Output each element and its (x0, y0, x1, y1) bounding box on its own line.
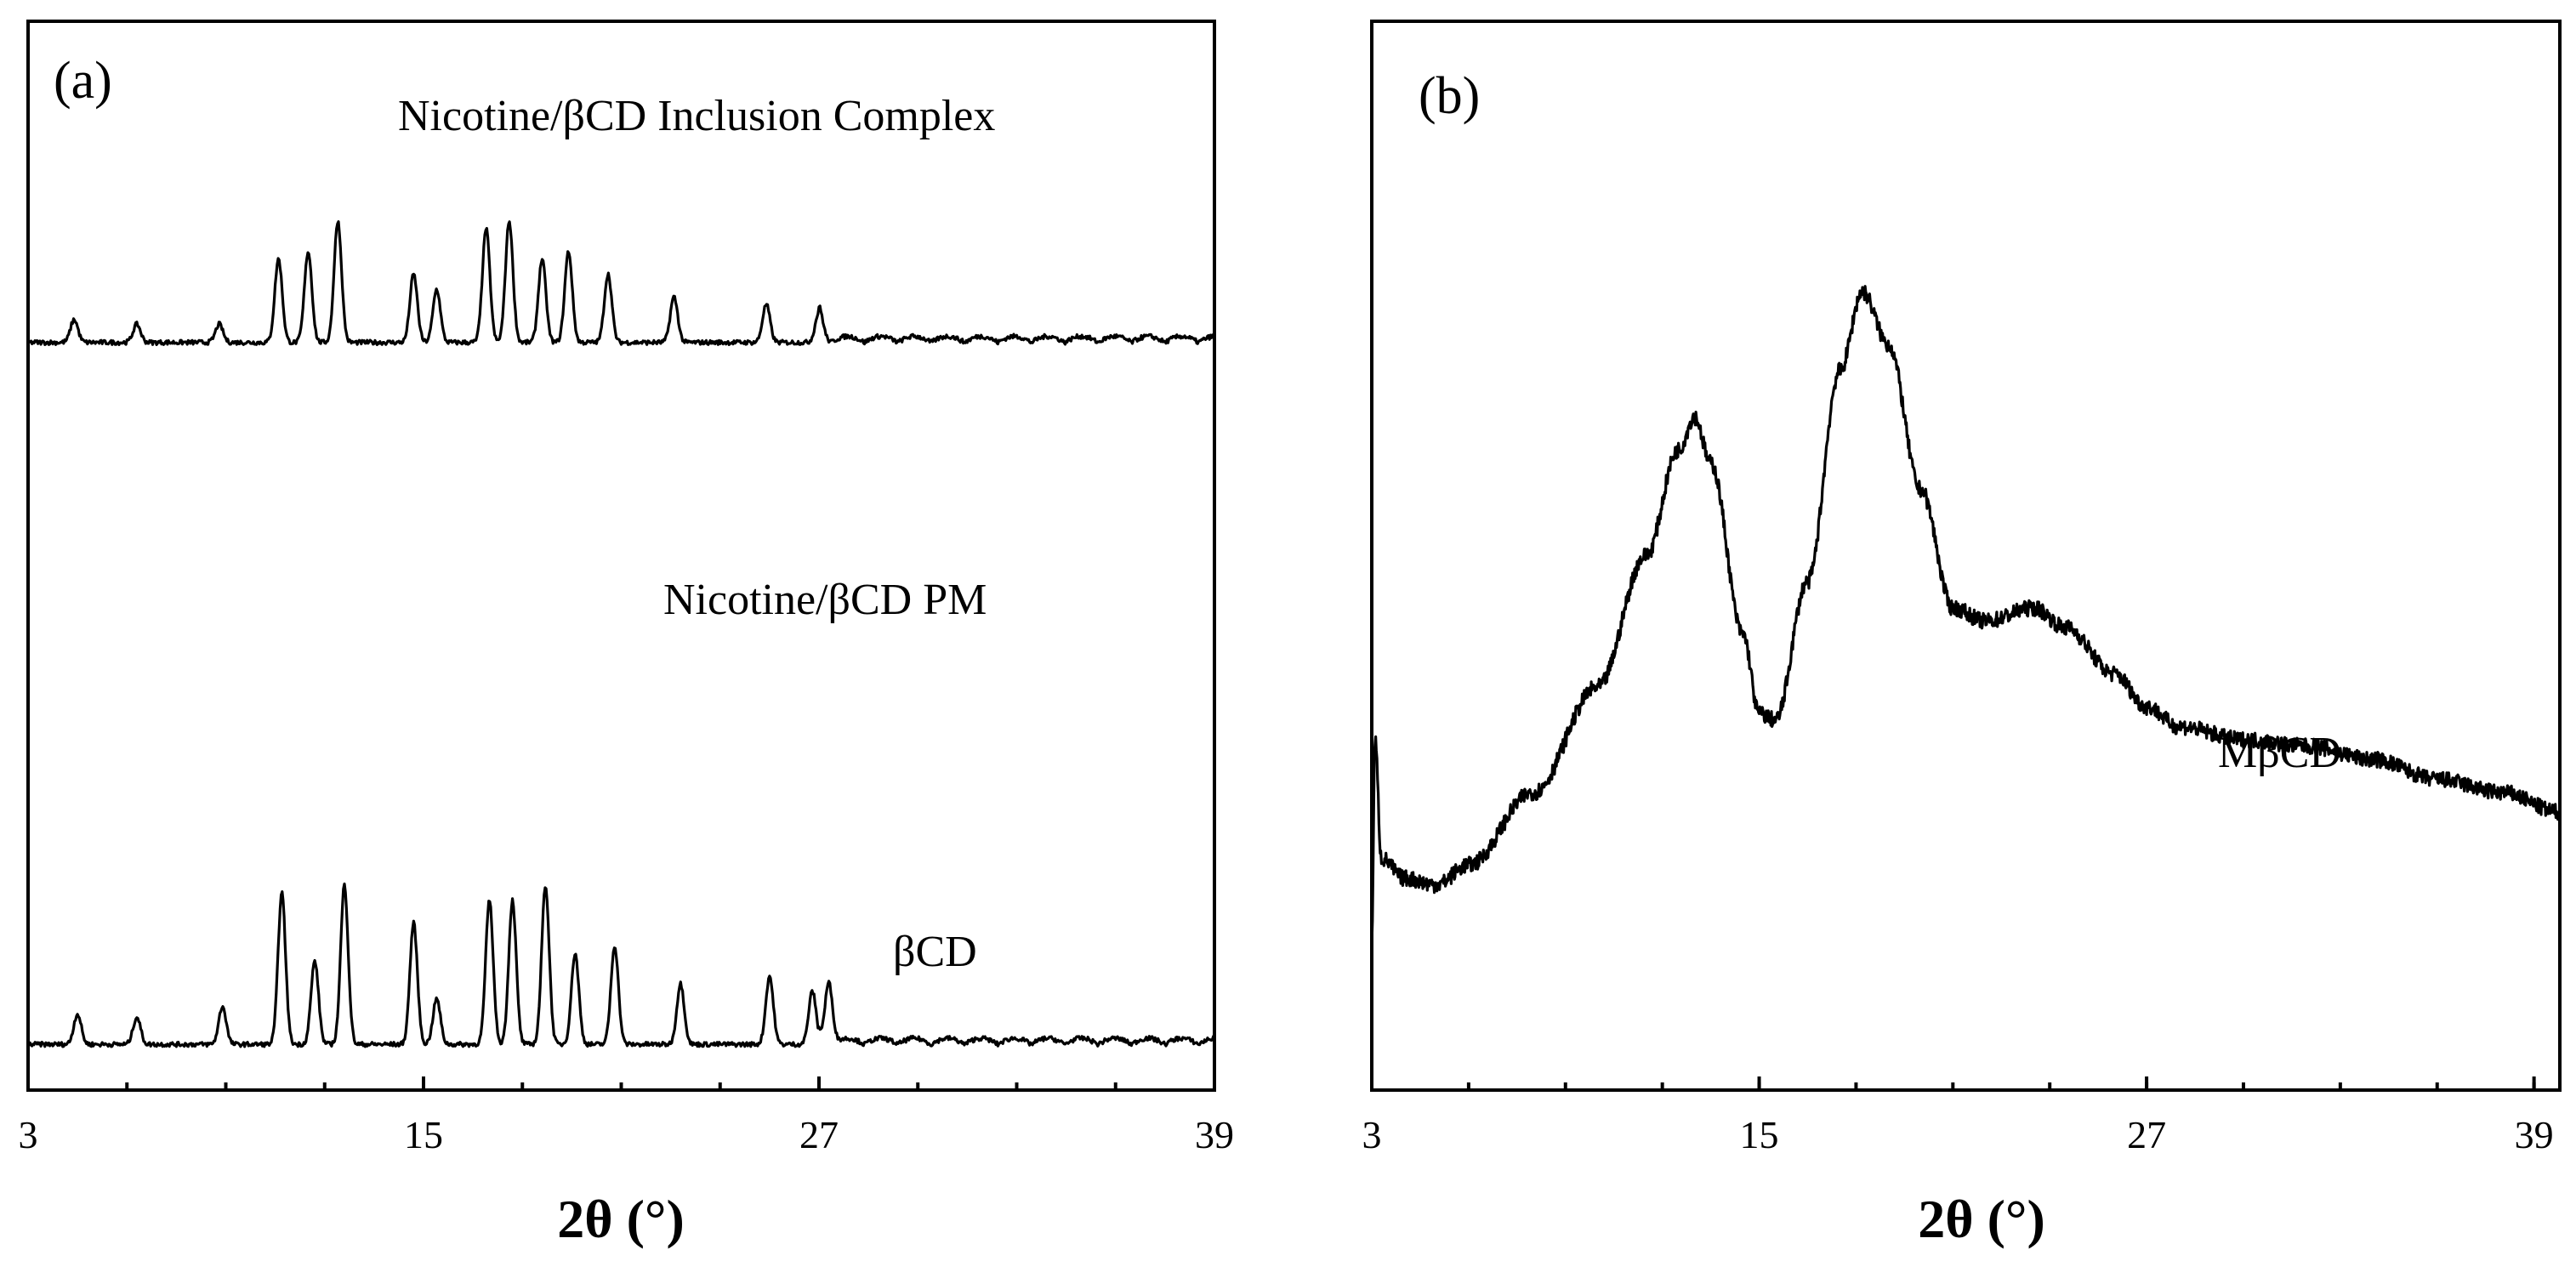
panel-a-traces (26, 220, 1216, 1048)
trace-pm (26, 220, 1216, 346)
panel-a-xlabel: 2θ (°) (557, 1189, 685, 1249)
series-label-pm: Nicotine/βCD PM (663, 576, 987, 624)
panel-b: (b) MβCD 3 15 27 39 2θ (°) (1362, 20, 2562, 1249)
panel-a-xtick-label-39: 39 (1195, 1113, 1234, 1156)
panel-b-ticks: 3 15 27 39 (1362, 1076, 2554, 1156)
panel-a-label: (a) (54, 52, 112, 110)
panel-b-xtick-label-15: 15 (1740, 1113, 1779, 1156)
panel-b-frame (1370, 20, 2562, 1092)
panel-b-xlabel: 2θ (°) (1918, 1189, 2045, 1249)
panel-a-ticks: 3 15 27 39 (19, 1076, 1234, 1156)
series-label-bcd: βCD (893, 928, 977, 976)
panel-a-xtick-label-15: 15 (404, 1113, 443, 1156)
panel-b-traces (1370, 285, 2562, 945)
panel-a-xtick-label-3: 3 (19, 1113, 38, 1156)
trace-bcd (26, 882, 1215, 1048)
panel-b-xtick-label-27: 27 (2127, 1113, 2166, 1156)
panel-b-label: (b) (1419, 67, 1480, 125)
panel-a-frame (26, 20, 1216, 1092)
panel-b-xtick-label-3: 3 (1362, 1113, 1382, 1156)
trace-mbcd (1370, 285, 2562, 945)
panel-a: (a) Nicotine/βCD Inclusion Complex Nicot… (19, 20, 1234, 1249)
panel-b-xtick-label-39: 39 (2515, 1113, 2554, 1156)
panel-a-xtick-label-27: 27 (799, 1113, 839, 1156)
series-label-inclusion-complex: Nicotine/βCD Inclusion Complex (398, 92, 995, 140)
